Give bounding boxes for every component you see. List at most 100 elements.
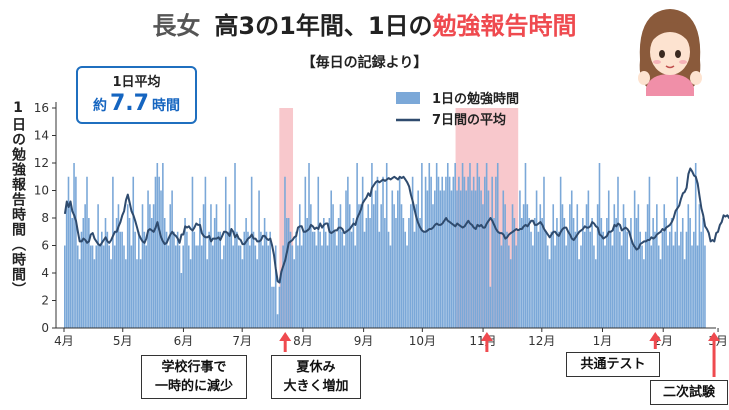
average-label: 1日平均 xyxy=(112,75,161,90)
bar xyxy=(459,190,462,328)
bar xyxy=(532,245,534,328)
bar xyxy=(300,245,303,328)
bar xyxy=(633,190,636,328)
bar xyxy=(139,259,142,328)
y-tick-label: 12 xyxy=(34,156,49,170)
bar xyxy=(352,218,355,328)
bar xyxy=(143,231,146,328)
bar xyxy=(687,204,690,328)
annotation-school-event: 学校行事で 一時的に減少 xyxy=(141,355,247,399)
bar xyxy=(511,204,514,328)
bar xyxy=(404,231,407,328)
bar xyxy=(478,176,481,328)
bar xyxy=(187,245,190,328)
bar xyxy=(106,231,109,328)
bar xyxy=(167,245,170,328)
bar xyxy=(367,204,370,328)
bar xyxy=(528,218,530,328)
bar xyxy=(652,218,654,328)
bar xyxy=(667,245,669,328)
bar xyxy=(613,204,616,328)
y-tick-label: 8 xyxy=(41,211,49,225)
bar xyxy=(213,218,216,328)
bar xyxy=(591,218,593,328)
bar xyxy=(149,204,151,328)
annotation-school-event-line1: 学校行事で xyxy=(161,360,227,375)
bar xyxy=(326,245,329,328)
bar xyxy=(685,231,688,328)
bar xyxy=(515,245,518,328)
bar xyxy=(306,218,308,328)
bar xyxy=(522,204,525,328)
bar xyxy=(443,190,445,328)
bar xyxy=(506,231,508,328)
annotation-summer-break-line2: 大きく増加 xyxy=(283,379,349,394)
bar xyxy=(487,190,490,328)
bar xyxy=(545,231,547,328)
bar xyxy=(598,163,601,328)
bar xyxy=(546,245,549,328)
bar xyxy=(482,204,484,328)
bar xyxy=(574,231,577,328)
title-name: 長女 xyxy=(152,12,201,40)
bar xyxy=(702,218,704,328)
bar xyxy=(550,231,553,328)
bar xyxy=(147,190,149,328)
bar xyxy=(557,231,560,328)
bar xyxy=(380,204,382,328)
girl-avatar-icon xyxy=(638,9,702,96)
bar xyxy=(493,218,495,328)
bar xyxy=(82,218,85,328)
bar xyxy=(247,231,249,328)
annotation-second-exam-text: 二次試験 xyxy=(662,385,715,400)
bar xyxy=(378,231,381,328)
bar xyxy=(400,204,403,328)
bar xyxy=(587,190,590,328)
bar xyxy=(304,176,307,328)
bar xyxy=(65,204,68,328)
bar xyxy=(502,190,505,328)
bar xyxy=(228,204,231,328)
bar xyxy=(69,204,72,328)
bar xyxy=(313,231,316,328)
bar xyxy=(358,204,360,328)
bar xyxy=(578,259,580,328)
bar xyxy=(572,218,575,328)
bar xyxy=(256,259,259,328)
bar xyxy=(520,218,523,328)
bar xyxy=(273,286,275,328)
bar xyxy=(324,231,327,328)
annotation-second-exam: 二次試験 xyxy=(650,380,728,405)
bar xyxy=(694,163,697,328)
bar xyxy=(668,231,671,328)
bar xyxy=(474,190,477,328)
bar xyxy=(341,231,344,328)
bar xyxy=(134,231,136,328)
bar xyxy=(80,231,83,328)
bar xyxy=(471,190,473,328)
bar xyxy=(274,245,277,328)
bar xyxy=(624,218,627,328)
average-value: 7.7 xyxy=(110,91,149,116)
bar xyxy=(643,259,645,328)
bar xyxy=(680,231,682,328)
bar xyxy=(483,176,486,328)
bar xyxy=(626,231,629,328)
bar xyxy=(541,218,543,328)
bar xyxy=(657,245,660,328)
y-tick-label: 10 xyxy=(34,184,49,198)
bar xyxy=(413,231,416,328)
bar xyxy=(104,218,107,328)
bar xyxy=(145,245,147,328)
average-unit: 時間 xyxy=(151,98,180,114)
bar xyxy=(321,245,323,328)
bar xyxy=(406,245,408,328)
average-value-line: 約 7.7 時間 xyxy=(78,91,195,116)
annotation-school-event-line2: 一時的に減少 xyxy=(154,379,233,394)
bar xyxy=(78,259,81,328)
bar xyxy=(691,245,693,328)
bar xyxy=(428,163,431,328)
bar xyxy=(441,176,444,328)
bar xyxy=(417,190,419,328)
bar xyxy=(286,218,288,328)
